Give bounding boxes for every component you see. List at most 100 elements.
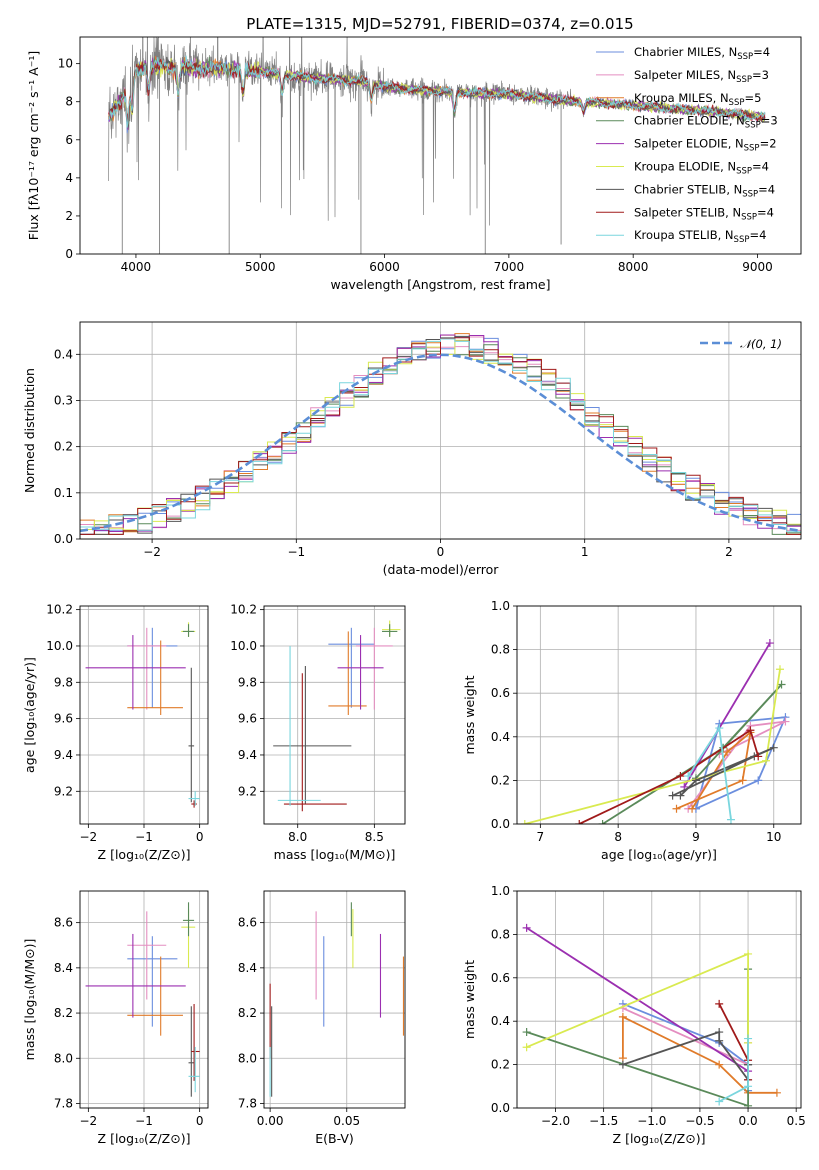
weight-marker bbox=[754, 752, 763, 761]
legend-entry: Salpeter STELIB, NSSP=4 bbox=[634, 205, 774, 222]
weight-marker bbox=[684, 772, 693, 781]
mass-weight-vs-age-frame bbox=[516, 605, 802, 825]
plot-spectrum: 4000 5000 6000 7000 8000 9000 0 2 4 6 8 10 wavelengt… bbox=[26, 36, 802, 292]
plot-residuals: −2 −1 0 1 2 0.0 0.1 0.2 0.3 0.4 (data-model)/error… bbox=[22, 321, 802, 577]
errorbar-point bbox=[182, 624, 195, 637]
y-tick-label: 9.4 bbox=[54, 748, 73, 762]
weight-marker bbox=[715, 1060, 724, 1069]
weight-marker bbox=[715, 999, 724, 1008]
y-tick-label: 0.3 bbox=[54, 393, 73, 407]
y-tick-label: 6 bbox=[65, 133, 73, 147]
weight-marker bbox=[715, 724, 724, 733]
y-tick-label: 8.6 bbox=[54, 916, 73, 930]
plot-mass-vs-ebv: 0.00 0.05 7.8 8.0 8.2 8.4 8.6 E(B-V) bbox=[238, 890, 406, 1146]
y-axis-label: age [log₁₀(age/yr)] bbox=[22, 657, 37, 773]
y-tick-label: 9.2 bbox=[238, 784, 257, 798]
gaussian-curve bbox=[80, 353, 801, 533]
weight-marker bbox=[772, 1088, 781, 1097]
weight-marker bbox=[618, 1060, 627, 1069]
x-tick-label: 8.5 bbox=[365, 830, 384, 844]
plot-mass-weight-vs-age: 7 8 9 10 0.0 0.2 0.4 0.6 0.8 1.0 age [log₁₀(age/yr… bbox=[462, 599, 802, 862]
x-tick-label: −1 bbox=[287, 545, 305, 559]
errorbar-point bbox=[273, 665, 352, 805]
errorbar-point bbox=[85, 635, 186, 710]
x-axis-label: mass [log₁₀(M/M⊙)] bbox=[274, 847, 396, 862]
y-axis-label: mass [log₁₀(M/M⊙)] bbox=[22, 939, 37, 1061]
errorbar-point bbox=[188, 667, 195, 803]
weight-line-chabrier-stelib bbox=[622, 1030, 749, 1083]
weight-marker bbox=[618, 1012, 627, 1021]
weight-marker bbox=[744, 949, 753, 958]
age-vs-Z-grid bbox=[80, 606, 208, 824]
model-fit-kroupa-stelib bbox=[108, 55, 766, 128]
errorbar-point bbox=[188, 791, 200, 806]
x-tick-label: 4000 bbox=[121, 260, 152, 274]
x-tick-label: 0 bbox=[437, 545, 445, 559]
weight-line-salpeter-elodie bbox=[526, 927, 749, 1072]
x-tick-label: 9000 bbox=[742, 260, 773, 274]
weight-line-chabrier-elodie bbox=[602, 683, 783, 824]
weight-marker bbox=[775, 665, 784, 674]
figure-title: PLATE=1315, MJD=52791, FIBERID=0374, z=0… bbox=[246, 15, 633, 33]
x-tick-label: −1 bbox=[135, 830, 153, 844]
x-axis-label: Z [log₁₀(Z/Z⊙)] bbox=[98, 1131, 191, 1146]
weight-line-kroupa-elodie bbox=[524, 669, 781, 824]
y-tick-label: 8.6 bbox=[238, 916, 257, 930]
y-tick-label: 4 bbox=[65, 171, 73, 185]
y-tick-label: 8.2 bbox=[238, 1006, 257, 1020]
legend-entry: Chabrier STELIB, NSSP=4 bbox=[634, 182, 775, 199]
plot-mass-weight-vs-Z: −2.0 −1.5 −1.0 −0.5 0.0 0.5 0.0 0.2 0.4 0.6 0.8 1.0… bbox=[462, 884, 806, 1146]
y-tick-label: 0.8 bbox=[491, 927, 510, 941]
y-tick-label: 7.8 bbox=[54, 1096, 73, 1110]
y-tick-label: 8.4 bbox=[238, 961, 257, 975]
weight-line-salpeter-elodie bbox=[683, 642, 771, 788]
weight-line-chabrier-elodie bbox=[526, 969, 749, 1108]
spectrum-frame bbox=[79, 36, 802, 255]
weight-marker bbox=[676, 791, 685, 800]
weight-marker bbox=[746, 726, 755, 735]
legend-entry: Kroupa STELIB, NSSP=4 bbox=[634, 228, 766, 245]
weight-marker bbox=[738, 776, 747, 785]
weight-marker bbox=[575, 820, 584, 824]
y-tick-label: 0.6 bbox=[491, 971, 510, 985]
weight-marker bbox=[715, 1036, 724, 1045]
plot-age-vs-mass: 8.0 8.5 9.2 9.4 9.6 9.8 10.0 10.2 mass [log₁₀(M/… bbox=[230, 603, 406, 862]
legend-entry: Salpeter ELODIE, NSSP=2 bbox=[634, 137, 777, 154]
mass-vs-Z-grid bbox=[80, 891, 208, 1108]
y-tick-label: 10.2 bbox=[46, 603, 73, 617]
weight-marker bbox=[715, 1097, 724, 1106]
errorbar-point bbox=[283, 673, 347, 812]
weight-marker bbox=[726, 815, 735, 824]
x-tick-label: 8000 bbox=[618, 260, 649, 274]
y-tick-label: 1.0 bbox=[491, 884, 510, 898]
y-tick-label: 0.4 bbox=[491, 1014, 510, 1028]
weight-marker bbox=[688, 804, 697, 813]
y-tick-label: 9.6 bbox=[54, 712, 73, 726]
y-tick-label: 10.0 bbox=[46, 639, 73, 653]
x-axis-label: wavelength [Angstrom, rest frame] bbox=[330, 277, 550, 292]
x-tick-label: 8.0 bbox=[288, 830, 307, 844]
errorbar-point bbox=[127, 627, 167, 710]
x-tick-label: 2 bbox=[725, 545, 733, 559]
weight-marker bbox=[672, 804, 681, 813]
y-tick-label: 9.4 bbox=[238, 748, 257, 762]
x-axis-label: age [log₁₀(age/yr)] bbox=[601, 847, 717, 862]
errorbar-point bbox=[277, 645, 321, 806]
weight-marker bbox=[744, 1082, 753, 1091]
age-vs-mass-grid bbox=[264, 606, 405, 824]
y-tick-label: 0.0 bbox=[491, 1101, 510, 1115]
x-tick-label: 10 bbox=[766, 830, 781, 844]
weight-line-salpeter-stelib bbox=[578, 728, 760, 824]
x-tick-label: 5000 bbox=[245, 260, 276, 274]
histogram-kroupa-stelib bbox=[80, 338, 801, 539]
y-tick-label: 0.2 bbox=[491, 773, 510, 787]
x-tick-label: −2 bbox=[79, 830, 97, 844]
x-tick-label: 0.00 bbox=[257, 1114, 284, 1128]
errorbar-point bbox=[188, 1046, 200, 1093]
y-tick-label: 1.0 bbox=[491, 599, 510, 613]
y-tick-label: 7.8 bbox=[238, 1096, 257, 1110]
y-axis-label: mass weight bbox=[462, 675, 477, 754]
x-tick-label: −2 bbox=[143, 545, 161, 559]
weight-marker bbox=[744, 1101, 753, 1108]
y-tick-label: 0 bbox=[65, 247, 73, 261]
